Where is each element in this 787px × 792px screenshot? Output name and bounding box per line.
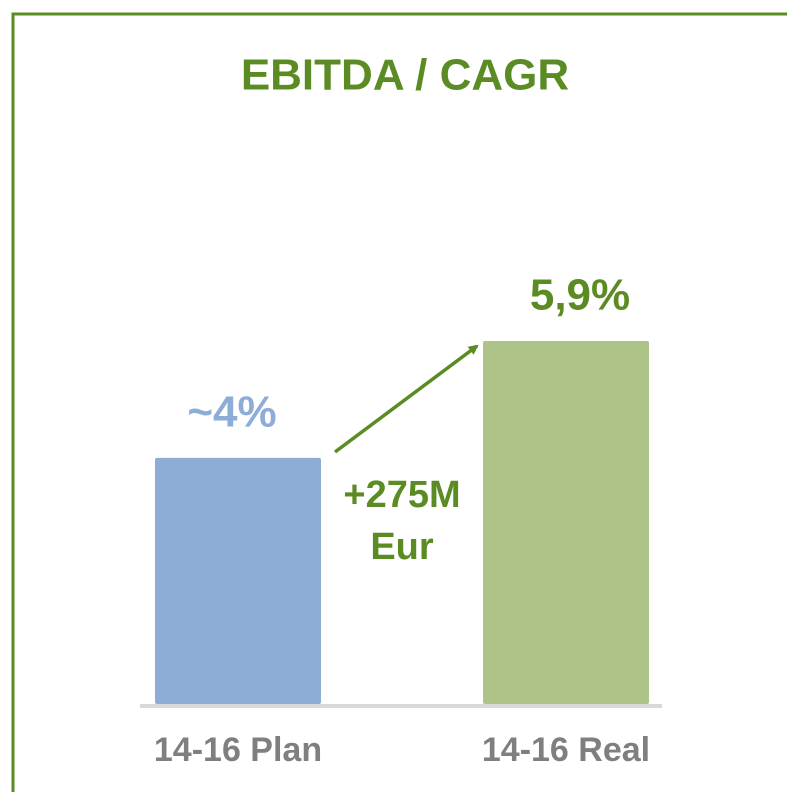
value-label: ~4% bbox=[187, 388, 276, 437]
frame bbox=[11, 12, 787, 792]
value-label: 5,9% bbox=[530, 271, 630, 320]
bar bbox=[155, 457, 321, 704]
bar bbox=[483, 341, 649, 704]
chart-title: EBITDA / CAGR bbox=[241, 51, 569, 100]
category-label: 14-16 Plan bbox=[154, 731, 322, 769]
annotation: +275M bbox=[343, 474, 460, 516]
arrow bbox=[333, 344, 479, 454]
category-label: 14-16 Real bbox=[482, 731, 650, 769]
annotation: Eur bbox=[370, 526, 434, 568]
